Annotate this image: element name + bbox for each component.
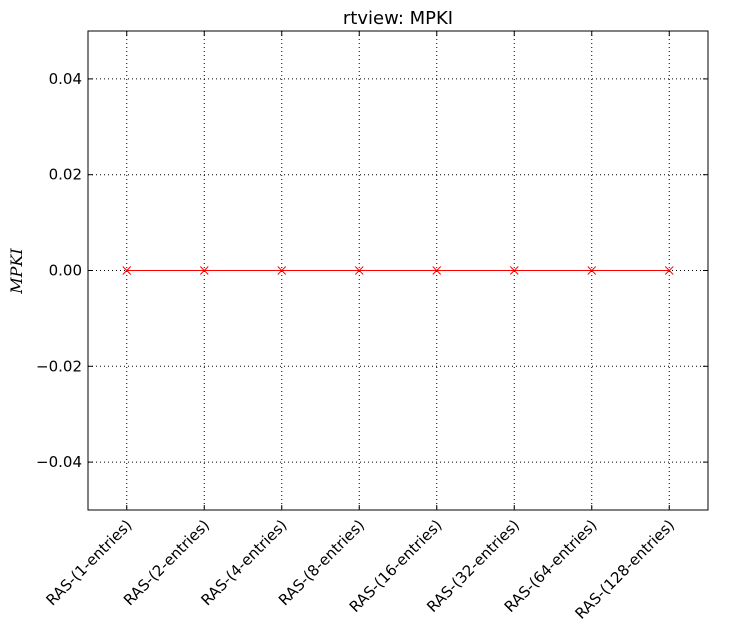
marker-stroke <box>277 266 287 275</box>
y-tick-label: −0.02 <box>36 357 82 375</box>
data-point-marker <box>122 266 132 275</box>
marker-stroke <box>432 266 442 275</box>
data-point-marker <box>509 266 519 275</box>
marker-stroke <box>354 266 364 275</box>
data-point-marker <box>199 266 209 275</box>
data-point-marker <box>587 266 597 275</box>
chart-title: rtview: MPKI <box>343 8 453 29</box>
y-tick-label: 0.04 <box>49 70 82 88</box>
marker-stroke <box>587 266 597 275</box>
y-tick-label: 0.00 <box>49 262 82 280</box>
series-layer <box>122 266 674 275</box>
marker-stroke <box>122 266 132 275</box>
marker-stroke <box>199 266 209 275</box>
y-axis-label: MPKI <box>7 248 26 295</box>
data-point-marker <box>354 266 364 275</box>
data-point-marker <box>664 266 674 275</box>
y-axis: 0.04 0.02 0.00 −0.02 −0.04 <box>36 70 708 471</box>
y-tick-label: 0.02 <box>49 166 82 184</box>
data-point-marker <box>432 266 442 275</box>
marker-stroke <box>664 266 674 275</box>
data-point-marker <box>277 266 287 275</box>
marker-stroke <box>509 266 519 275</box>
y-tick-label: −0.04 <box>36 453 82 471</box>
